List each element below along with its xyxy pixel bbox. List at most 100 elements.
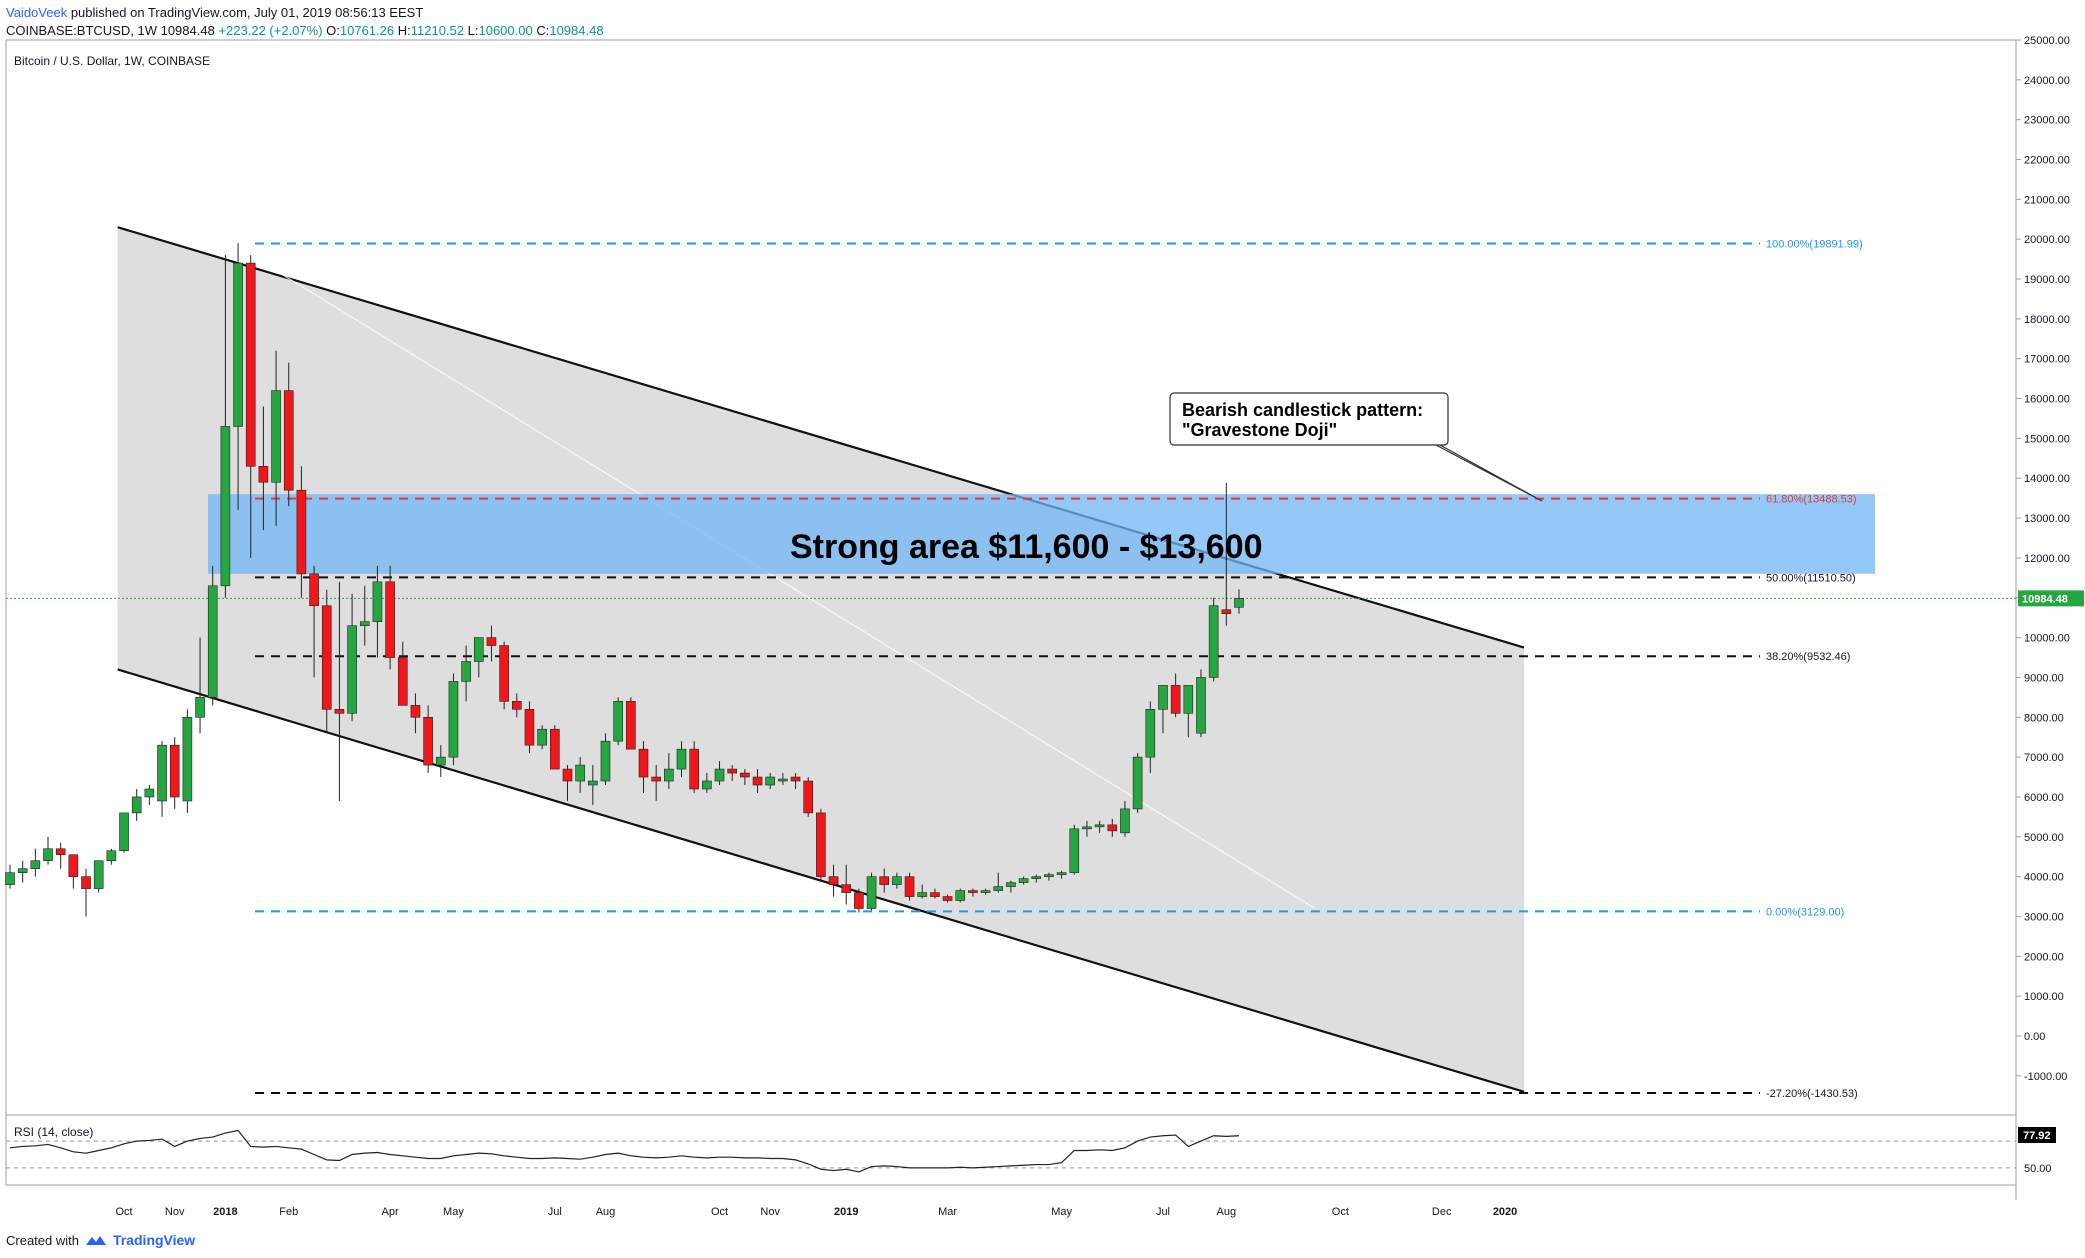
candle-body — [93, 860, 104, 889]
high-value: 11210.52 — [410, 23, 465, 38]
time-axis-label: May — [443, 1206, 464, 1218]
candle-body — [359, 621, 370, 626]
price-axis-label: 12000.00 — [2024, 553, 2070, 565]
callout-pointer — [1435, 444, 1543, 502]
candle-body — [1031, 876, 1042, 879]
time-axis: gOctNov2018FebAprMayJulAugOctNov2019MarM… — [0, 1206, 1517, 1218]
candle-body — [1234, 598, 1244, 608]
candle-body — [397, 657, 408, 706]
price-axis-label: 7000.00 — [2024, 752, 2064, 764]
candle-body — [1069, 828, 1080, 873]
candle-body — [638, 748, 649, 778]
rsi-title: RSI (14, close) — [14, 1125, 93, 1139]
candle-body — [55, 848, 66, 856]
candle-body — [321, 605, 332, 710]
price-axis-label: 19000.00 — [2024, 274, 2070, 286]
time-axis-label: Dec — [1432, 1206, 1452, 1218]
candle-body — [245, 262, 256, 467]
candle-body — [119, 812, 129, 852]
candle-body — [169, 744, 180, 798]
time-axis-label: Jul — [548, 1206, 562, 1218]
candle-body — [207, 585, 218, 698]
candle-body — [1018, 878, 1029, 883]
symbol-label: COINBASE:BTCUSD, 1W — [6, 23, 157, 38]
open-value: 10761.26 — [339, 23, 395, 38]
candle-body — [473, 637, 484, 662]
candle-body — [486, 637, 497, 646]
candle-body — [524, 709, 535, 746]
candle-body — [258, 465, 269, 483]
candle-body — [562, 768, 573, 782]
candle-body — [309, 573, 319, 607]
candle-body — [752, 776, 763, 786]
candle-body — [17, 868, 28, 873]
footer: Created with TradingView — [6, 1232, 195, 1248]
candle-body — [1170, 685, 1181, 714]
open-label: O: — [326, 23, 340, 38]
candle-body — [866, 876, 877, 909]
fib-level-label: 61.80%(13488.53) — [1766, 494, 1857, 506]
candle-body — [448, 681, 459, 758]
rsi-line — [9, 1129, 1240, 1173]
candle-body — [575, 764, 585, 782]
author-link[interactable]: VaidoVeek — [6, 5, 68, 20]
price-axis-label: 9000.00 — [2024, 672, 2064, 684]
candle-body — [5, 872, 15, 885]
price-axis-label: 10000.00 — [2024, 633, 2070, 645]
price-axis-label: 4000.00 — [2024, 872, 2064, 884]
candle-body — [676, 748, 687, 770]
strong-area-zone[interactable] — [208, 494, 1875, 574]
last-price-value: 10984.48 — [160, 23, 215, 38]
tradingview-logo-icon — [85, 1236, 106, 1245]
published-info: published on TradingView.com, July 01, 2… — [70, 5, 424, 20]
time-axis-label: Feb — [279, 1206, 298, 1218]
candle-body — [828, 876, 839, 885]
time-axis-label: 2019 — [834, 1206, 858, 1218]
callout-line-1: Bearish candlestick pattern: — [1182, 400, 1423, 420]
time-axis-label: Aug — [1217, 1206, 1237, 1218]
candle-body — [283, 390, 294, 491]
candle-body — [790, 776, 801, 782]
candle-body — [613, 701, 623, 742]
candle-body — [689, 748, 699, 790]
candle-body — [144, 788, 155, 798]
candle-body — [714, 768, 725, 782]
descending-channel-fill — [117, 227, 1525, 1092]
fib-level-label: 0.00%(3129.00) — [1766, 906, 1844, 918]
candle-body — [1132, 756, 1143, 810]
last-price-label: 10984.48 — [2022, 593, 2068, 605]
fibonacci-levels: 100.00%(19891.99) 61.80%(13488.53) 50.00%(… — [6, 239, 2016, 1100]
candle-body — [435, 756, 446, 766]
price-axis: 25000.00 24000.00 23000.00 22000.00 21000.00… — [2016, 35, 2070, 1083]
time-axis-label: May — [1051, 1206, 1072, 1218]
candle-body — [131, 796, 142, 814]
candle-body — [233, 262, 243, 427]
tradingview-brand-link[interactable]: TradingView — [112, 1232, 196, 1248]
zone-layer — [208, 494, 1875, 574]
callout-line-2: "Gravestone Doji" — [1182, 420, 1337, 440]
chart-header: VaidoVeek published on TradingView.com, … — [6, 4, 604, 40]
low-value: 10600.00 — [478, 23, 533, 38]
price-axis-label: 22000.00 — [2024, 155, 2070, 167]
candle-body — [626, 701, 636, 750]
candle-body — [854, 892, 864, 909]
candle-body — [410, 705, 421, 718]
candle-body — [461, 661, 471, 682]
candle-body — [182, 716, 193, 802]
price-axis-label: 18000.00 — [2024, 314, 2070, 326]
price-axis-label: 15000.00 — [2024, 433, 2070, 445]
candle-body — [955, 890, 966, 901]
candle-body — [664, 768, 674, 782]
time-axis-label: Nov — [760, 1206, 780, 1218]
candle-body — [1094, 824, 1105, 828]
time-axis-label: Apr — [382, 1206, 399, 1218]
candle-body — [765, 776, 776, 786]
rsi-pane: RSI (14, close) 77.92 50.00 — [6, 1125, 2056, 1175]
candle-body — [968, 890, 978, 893]
candle-body — [917, 892, 928, 897]
candle-body — [803, 780, 814, 814]
candle-body — [1221, 609, 1232, 614]
candle-body — [550, 728, 560, 770]
last-price-box — [2018, 590, 2084, 607]
